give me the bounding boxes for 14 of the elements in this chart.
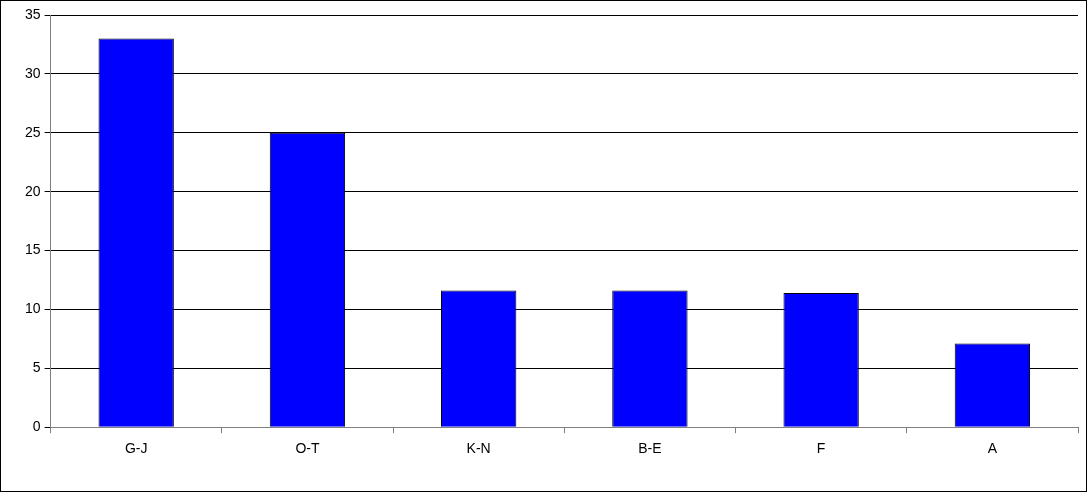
x-tick-label: F [816,440,826,457]
x-tick-label: G-J [124,440,148,457]
y-tick-label: 20 [24,182,41,199]
y-tick-label: 15 [24,241,41,258]
x-tick-label: O-T [295,440,320,457]
x-tick-label: B-E [638,440,662,457]
x-tick-label: A [987,440,998,457]
y-tick-label: 0 [32,418,41,435]
y-tick-label: 5 [32,359,41,376]
x-tick-label: K-N [466,440,491,457]
y-tick-label: 30 [24,64,41,81]
y-tick-label: 25 [24,123,41,140]
y-tick-label: 10 [24,300,41,317]
y-tick-label: 35 [24,5,41,22]
